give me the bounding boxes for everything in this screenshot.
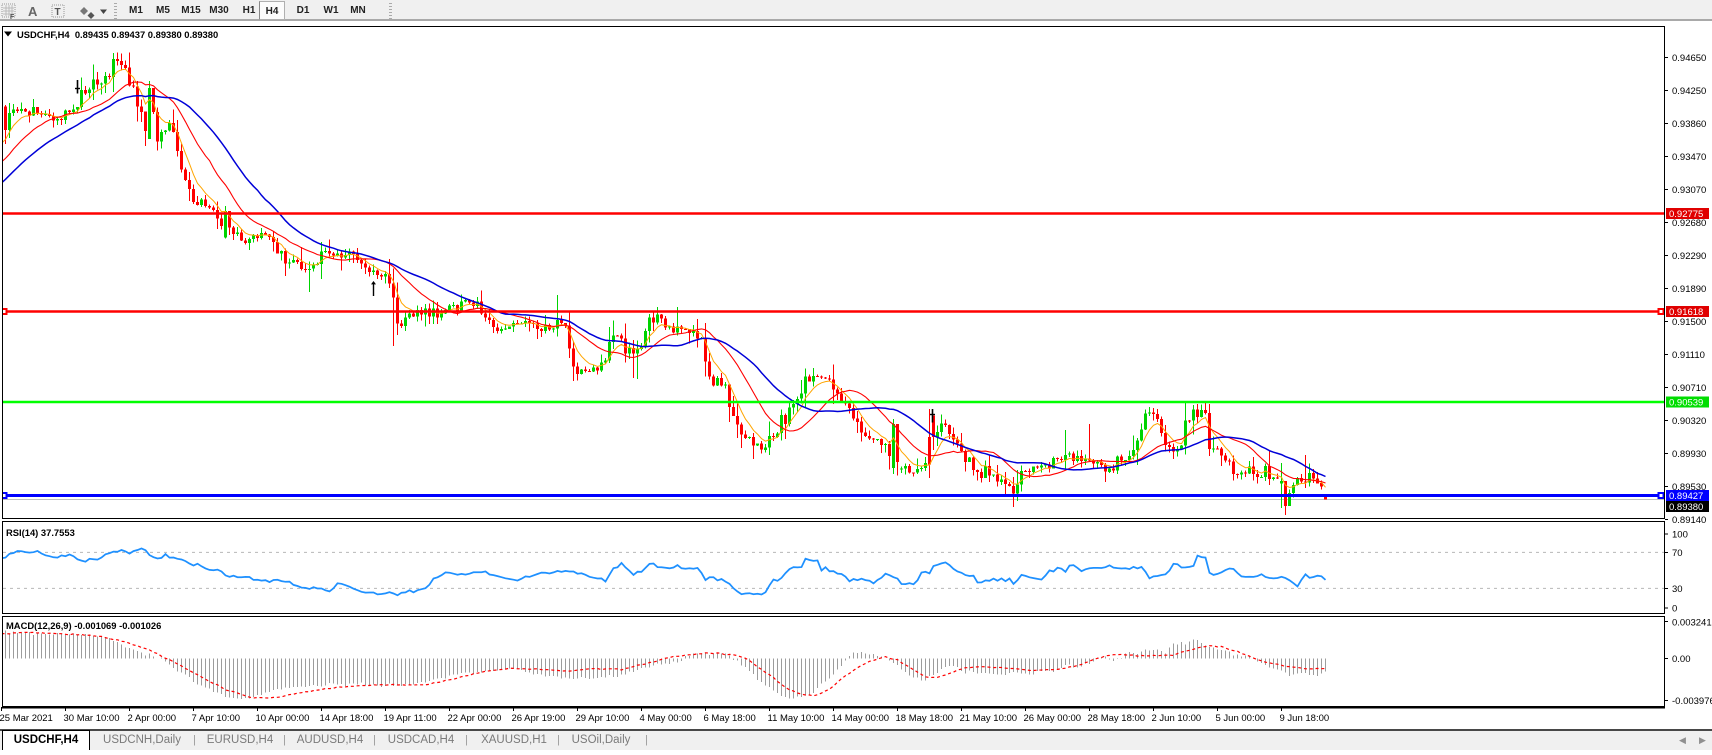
svg-text:F: F [10,14,15,21]
svg-text:70: 70 [1672,548,1683,559]
svg-text:4 May 00:00: 4 May 00:00 [640,713,692,724]
svg-text:0.91110: 0.91110 [1672,350,1705,361]
svg-text:0.91500: 0.91500 [1672,317,1706,328]
svg-text:2 Jun 10:00: 2 Jun 10:00 [1152,713,1202,724]
svg-text:0.89530: 0.89530 [1672,482,1706,493]
svg-text:0.94250: 0.94250 [1672,86,1706,97]
svg-text:USDCHF,H4 0.89435 0.89437 0.8: USDCHF,H4 0.89435 0.89437 0.89380 0.8938… [17,29,218,40]
svg-text:0.94650: 0.94650 [1672,53,1706,64]
svg-text:2 Apr 00:00: 2 Apr 00:00 [128,713,177,724]
svg-text:5 Jun 00:00: 5 Jun 00:00 [1216,713,1266,724]
svg-text:RSI(14) 37.7553: RSI(14) 37.7553 [6,527,75,538]
svg-text:0.92290: 0.92290 [1672,251,1706,262]
svg-text:7 Apr 10:00: 7 Apr 10:00 [192,713,241,724]
svg-text:30 Mar 10:00: 30 Mar 10:00 [64,713,120,724]
svg-text:0.92680: 0.92680 [1672,218,1706,229]
svg-text:0.91890: 0.91890 [1672,284,1706,295]
svg-text:14 Apr 18:00: 14 Apr 18:00 [320,713,374,724]
svg-text:0.00: 0.00 [1672,654,1691,665]
svg-text:29 Apr 10:00: 29 Apr 10:00 [576,713,630,724]
svg-text:11 May 10:00: 11 May 10:00 [768,713,825,724]
svg-text:MACD(12,26,9) -0.001069 -0.001: MACD(12,26,9) -0.001069 -0.001026 [6,620,161,631]
svg-text:0.93070: 0.93070 [1672,185,1706,196]
svg-text:A: A [28,4,38,19]
svg-text:0.90320: 0.90320 [1672,416,1706,427]
svg-text:-0.003976: -0.003976 [1672,696,1712,707]
svg-text:6 May 18:00: 6 May 18:00 [704,713,756,724]
svg-text:0.93860: 0.93860 [1672,119,1706,130]
svg-text:0.92775: 0.92775 [1669,209,1703,220]
svg-text:0.003241: 0.003241 [1672,618,1712,629]
svg-text:21 May 10:00: 21 May 10:00 [960,713,1018,724]
svg-text:28 May 18:00: 28 May 18:00 [1088,713,1146,724]
svg-text:0.89140: 0.89140 [1672,515,1706,526]
svg-text:0.89427: 0.89427 [1669,491,1703,502]
svg-text:26 May 00:00: 26 May 00:00 [1024,713,1082,724]
svg-text:0.89930: 0.89930 [1672,449,1706,460]
svg-text:14 May 00:00: 14 May 00:00 [832,713,890,724]
svg-text:22 Apr 00:00: 22 Apr 00:00 [448,713,502,724]
svg-text:0.89380: 0.89380 [1669,502,1703,513]
svg-text:25 Mar 2021: 25 Mar 2021 [0,713,53,724]
svg-text:100: 100 [1672,530,1688,541]
svg-text:0.93470: 0.93470 [1672,152,1706,163]
svg-text:10 Apr 00:00: 10 Apr 00:00 [256,713,310,724]
svg-text:0.90710: 0.90710 [1672,383,1706,394]
svg-text:T: T [55,7,61,18]
svg-text:0.91618: 0.91618 [1669,307,1703,318]
svg-text:26 Apr 19:00: 26 Apr 19:00 [512,713,566,724]
svg-text:9 Jun 18:00: 9 Jun 18:00 [1280,713,1330,724]
svg-text:19 Apr 11:00: 19 Apr 11:00 [384,713,437,724]
svg-text:18 May 18:00: 18 May 18:00 [896,713,954,724]
svg-text:0.90539: 0.90539 [1669,398,1703,409]
svg-text:0: 0 [1672,604,1677,615]
svg-text:30: 30 [1672,584,1683,595]
